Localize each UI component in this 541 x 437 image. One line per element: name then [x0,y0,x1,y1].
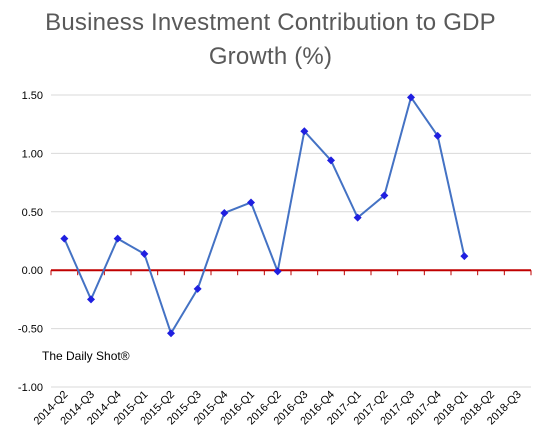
chart-title: Business Investment Contribution to GDP … [0,6,541,74]
y-tick-label: -0.50 [18,324,43,336]
source-annotation: The Daily Shot® [42,349,130,363]
data-point-marker [87,295,95,304]
data-point-marker [433,131,442,140]
y-tick-label: 0.50 [22,207,43,219]
data-point-marker [60,234,69,243]
chart-title-line-1: Business Investment Contribution to GDP [45,9,496,36]
chart-title-line-2: Growth (%) [208,43,333,70]
data-point-marker [247,198,255,207]
data-point-marker [407,93,415,102]
data-markers [60,93,469,338]
data-point-marker [140,249,149,258]
data-point-marker [300,127,309,136]
data-point-marker [167,329,175,338]
y-tick-label: 1.50 [22,90,43,102]
data-point-marker [353,213,362,222]
data-point-marker [220,208,229,217]
y-tick-label: 1.00 [22,148,43,160]
data-point-marker [113,234,122,243]
y-tick-label: -1.00 [18,382,43,394]
y-axis-tick-labels: -1.00 -0.50 0.00 0.50 1.00 1.50 [18,90,43,394]
y-tick-label: 0.00 [22,265,43,277]
data-point-marker [327,156,335,165]
data-point-marker [273,267,282,276]
series-line [63,96,466,335]
data-point-marker [193,284,202,293]
data-point-marker [380,191,389,200]
gridlines [51,94,531,388]
data-point-marker [460,252,469,261]
